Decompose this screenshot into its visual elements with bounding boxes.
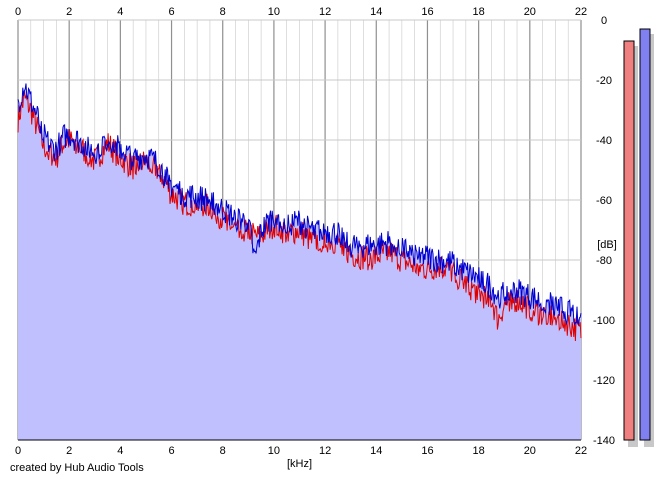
x-tick-label-bottom: 8: [220, 445, 226, 457]
credit-text: created by Hub Audio Tools: [10, 462, 144, 474]
x-tick-label-top: 10: [268, 6, 280, 18]
x-tick-label-bottom: 10: [268, 445, 280, 457]
x-tick-label-top: 16: [421, 6, 433, 18]
level-meters: [623, 28, 654, 447]
x-tick-label-top: 20: [524, 6, 536, 18]
x-axis-bottom: 0 2 4 6 8 10 12 14 16 18 20 22: [15, 445, 587, 457]
x-tick-label-bottom: 16: [421, 445, 433, 457]
x-tick-label-top: 18: [473, 6, 485, 18]
meter-bar-right: [639, 28, 651, 441]
y-tick-label: -100: [593, 315, 615, 327]
x-tick-label-top: 4: [117, 6, 123, 18]
y-tick-label: -60: [596, 195, 612, 207]
x-tick-label-bottom: 22: [575, 445, 587, 457]
x-tick-label-bottom: 20: [524, 445, 536, 457]
x-tick-label-top: 8: [220, 6, 226, 18]
x-axis-label: [kHz]: [287, 458, 312, 470]
y-tick-label: -20: [596, 75, 612, 87]
x-tick-label-bottom: 6: [168, 445, 174, 457]
spectrum-fill-area: [18, 83, 581, 440]
y-tick-label: -40: [596, 135, 612, 147]
x-tick-label-top: 2: [66, 6, 72, 18]
y-tick-label: -120: [593, 375, 615, 387]
y-tick-label: -80: [596, 255, 612, 267]
x-tick-label-bottom: 0: [15, 445, 21, 457]
x-tick-label-bottom: 18: [473, 445, 485, 457]
x-tick-label-top: 6: [168, 6, 174, 18]
y-axis-label: [dB]: [597, 239, 617, 251]
x-tick-label-top: 14: [370, 6, 382, 18]
x-axis-top: 0 2 4 6 8 10 12 14 16 18 20 22: [15, 6, 587, 18]
series-line-right: [17, 83, 582, 326]
x-tick-label-bottom: 2: [66, 445, 72, 457]
y-tick-label: 0: [601, 15, 607, 27]
x-tick-label-bottom: 12: [319, 445, 331, 457]
x-tick-label-top: 0: [15, 6, 21, 18]
x-tick-label-top: 12: [319, 6, 331, 18]
x-tick-label-bottom: 4: [117, 445, 123, 457]
y-axis-right: 0 -20 -40 -60 -80 -100 -120 -140: [593, 15, 615, 447]
meter-bar-left: [623, 40, 635, 441]
x-tick-label-top: 22: [575, 6, 587, 18]
series-group: [17, 83, 582, 342]
y-tick-label: -140: [593, 435, 615, 447]
x-tick-label-bottom: 14: [370, 445, 382, 457]
